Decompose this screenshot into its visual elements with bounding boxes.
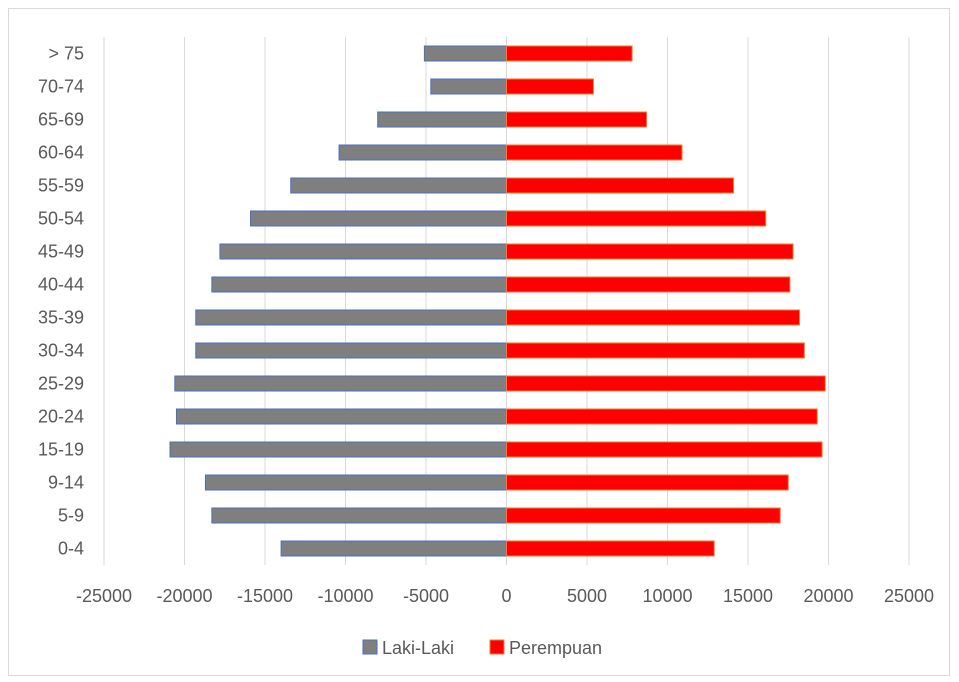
bar-perempuan [506, 309, 801, 326]
bar-laki-laki [175, 408, 507, 425]
y-tick-label: 25-29 [38, 374, 84, 394]
bar-laki-laki [430, 78, 507, 95]
bar-perempuan [506, 45, 633, 62]
bar-perempuan [506, 507, 781, 524]
legend: Laki-Laki Perempuan [362, 638, 602, 658]
y-tick-label: 45-49 [38, 242, 84, 262]
x-tick-label: -15000 [237, 586, 293, 606]
y-tick-label: 55-59 [38, 176, 84, 196]
x-tick-label: -25000 [76, 586, 132, 606]
bar-perempuan [506, 177, 735, 194]
bar-laki-laki [204, 474, 507, 491]
bar-laki-laki [169, 441, 507, 458]
y-tick-label: 70-74 [38, 77, 84, 97]
bar-perempuan [506, 375, 826, 392]
bar-laki-laki [423, 45, 508, 62]
y-tick-label: 0-4 [58, 539, 84, 559]
bar-perempuan [506, 243, 794, 260]
y-tick-label: 40-44 [38, 275, 84, 295]
legend-label-perempuan: Perempuan [509, 638, 602, 658]
bar-laki-laki [280, 540, 507, 557]
x-tick-label: 5000 [567, 586, 607, 606]
bar-laki-laki [338, 144, 507, 161]
y-tick-label: 60-64 [38, 143, 84, 163]
bar-perempuan [506, 342, 805, 359]
bar-laki-laki [290, 177, 508, 194]
bar-perempuan [506, 540, 715, 557]
y-tick-label: 50-54 [38, 209, 84, 229]
x-tick-label: 0 [501, 586, 511, 606]
bars [169, 45, 826, 557]
x-axis-labels: -25000 -20000 -15000 -10000 -5000 0 5000 10000 1… [76, 586, 934, 606]
bar-laki-laki [250, 210, 507, 227]
y-tick-label: 65-69 [38, 110, 84, 130]
bar-perempuan [506, 474, 789, 491]
legend-swatch-perempuan [489, 639, 505, 655]
y-tick-label: 20-24 [38, 407, 84, 427]
bar-laki-laki [211, 276, 507, 293]
x-tick-label: 15000 [723, 586, 773, 606]
bar-perempuan [506, 276, 791, 293]
bar-laki-laki [377, 111, 508, 128]
bar-perempuan [506, 78, 594, 95]
y-tick-label: 5-9 [58, 506, 84, 526]
x-tick-label: -5000 [403, 586, 449, 606]
bar-perempuan [506, 210, 767, 227]
legend-label-laki-laki: Laki-Laki [382, 638, 454, 658]
bar-laki-laki [195, 309, 508, 326]
x-tick-label: 10000 [642, 586, 692, 606]
y-tick-label: 9-14 [48, 473, 84, 493]
y-tick-label: 15-19 [38, 440, 84, 460]
bar-perempuan [506, 111, 648, 128]
x-tick-label: 25000 [884, 586, 934, 606]
bar-perempuan [506, 144, 683, 161]
bar-perempuan [506, 441, 823, 458]
bar-laki-laki [219, 243, 507, 260]
x-tick-label: -20000 [156, 586, 212, 606]
bar-perempuan [506, 408, 818, 425]
x-tick-label: 20000 [803, 586, 853, 606]
y-axis-labels: 0-4 5-9 9-14 15-19 20-24 25-29 30-34 35-39 40-44… [38, 44, 84, 559]
legend-swatch-laki-laki [362, 639, 378, 655]
bar-laki-laki [195, 342, 508, 359]
bar-laki-laki [174, 375, 507, 392]
y-tick-label: > 75 [48, 44, 84, 64]
x-tick-label: -10000 [317, 586, 373, 606]
y-tick-label: 35-39 [38, 308, 84, 328]
y-tick-label: 30-34 [38, 341, 84, 361]
bar-laki-laki [211, 507, 507, 524]
